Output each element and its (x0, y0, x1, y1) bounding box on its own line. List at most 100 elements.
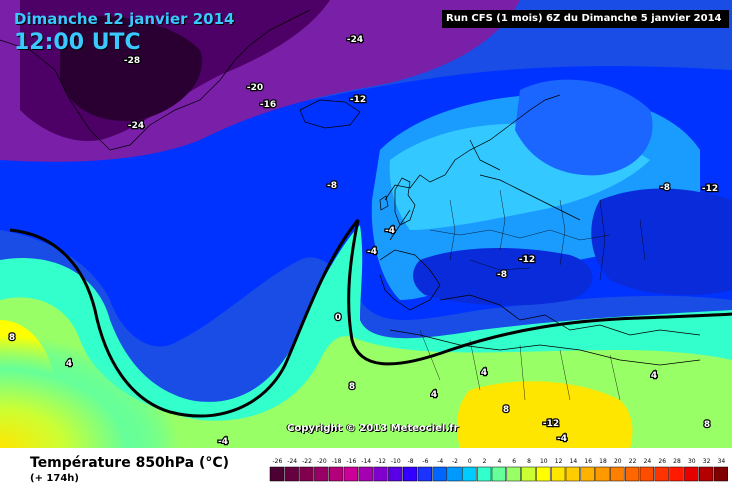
legend-swatch (713, 466, 728, 482)
legend-swatch (373, 466, 388, 482)
legend-tick-label: 28 (673, 458, 681, 465)
isotherm-label: -12 (543, 419, 559, 429)
field-cold-core-central (413, 248, 593, 306)
legend-tick-label: 20 (614, 458, 622, 465)
legend-swatch (536, 466, 551, 482)
legend-swatch (284, 466, 299, 482)
legend-tick-label: 12 (555, 458, 563, 465)
legend-tick-label: -4 (437, 458, 443, 465)
isotherm-label: 4 (651, 371, 657, 381)
legend-swatch (580, 466, 595, 482)
legend-swatch (358, 466, 373, 482)
isotherm-label: -4 (367, 247, 377, 257)
isotherm-label: -12 (350, 95, 366, 105)
legend-tick-label: -26 (272, 458, 282, 465)
legend-tick-label: 34 (718, 458, 726, 465)
legend-swatch (639, 466, 655, 482)
legend-swatch (565, 466, 581, 482)
isotherm-label: -20 (247, 83, 263, 93)
legend-tick-label: 32 (703, 458, 711, 465)
isotherm-label: -8 (497, 270, 507, 280)
legend-tick-label: 2 (483, 458, 487, 465)
legend-swatch (432, 466, 447, 482)
isotherm-label: 8 (503, 405, 509, 415)
temperature-map: -24 -28 -20 -16 -24 -12 -8 -4 -4 -8 -12 -8 -12 0 4 8 4 8 -… (0, 0, 732, 448)
isotherm-label: -4 (557, 434, 567, 444)
isotherm-label: 8 (704, 420, 710, 430)
legend-swatch (388, 466, 403, 482)
zero-isotherm (9, 219, 732, 418)
isotherm-label: 4 (481, 368, 487, 378)
legend-tick-label: -24 (287, 458, 297, 465)
legend-swatch (669, 466, 684, 482)
forecast-date: Dimanche 12 janvier 2014 (14, 10, 235, 28)
color-legend: -26 -24 -22 -20 -18 -16 -14 -12 -10 -8 -6 -4 -2 0 2 4 6 8… (269, 458, 728, 482)
map-title: Température 850hPa (°C) (30, 455, 230, 471)
copyright-notice: Copyright © 2013 Meteociel.fr (287, 423, 459, 434)
legend-tick-label: -16 (346, 458, 356, 465)
legend-swatch (491, 466, 507, 482)
coastline-iceland (299, 99, 361, 129)
legend-tick-label: 22 (629, 458, 637, 465)
coastline-uk (379, 177, 416, 226)
isotherm-label: -12 (702, 184, 718, 194)
legend-tick-label: -8 (408, 458, 414, 465)
field-core-greenland (60, 16, 202, 121)
legend-tick-label: 4 (497, 458, 501, 465)
legend-swatch (506, 466, 521, 482)
legend-swatch (654, 466, 669, 482)
legend-swatch (462, 466, 477, 482)
model-run-info: Run CFS (1 mois) 6Z du Dimanche 5 janvie… (442, 10, 729, 28)
isotherm-label: 4 (66, 359, 72, 369)
isotherm-label: -24 (347, 35, 363, 45)
legend-swatch (269, 466, 285, 482)
legend-tick-label: -6 (422, 458, 428, 465)
legend-swatch (417, 466, 433, 482)
legend-swatch (624, 466, 640, 482)
legend-swatch (328, 466, 344, 482)
isotherm-labels: -24 -28 -20 -16 -24 -12 -8 -4 -4 -8 -12 -8 -12 0 4 8 4 8 -… (8, 34, 720, 448)
field-warm-southwest (0, 260, 300, 448)
forecast-range: (+ 174h) (30, 473, 79, 484)
legend-swatch (447, 466, 462, 482)
isotherm-label: 0 (335, 313, 341, 323)
isotherm-label: -24 (128, 121, 144, 131)
legend-swatch (521, 466, 536, 482)
legend-tick-label: -20 (317, 458, 327, 465)
legend-swatch (684, 466, 699, 482)
legend-swatch (314, 466, 329, 482)
coastline-greenland (0, 9, 311, 151)
legend-tick-label: 30 (688, 458, 696, 465)
isotherm-label: -4 (218, 437, 228, 447)
isotherm-label: -16 (260, 100, 276, 110)
legend-swatch (698, 466, 714, 482)
legend-swatch (299, 466, 314, 482)
field-cold-core-scandinavia (515, 79, 653, 176)
legend-tick-label: 16 (584, 458, 592, 465)
legend-swatch (343, 466, 359, 482)
isotherm-label: 8 (9, 333, 15, 343)
legend-tick-label: -2 (452, 458, 458, 465)
country-borders (419, 189, 646, 401)
isotherm-label: -8 (327, 181, 337, 191)
legend-tick-label: 26 (658, 458, 666, 465)
legend-tick-label: -14 (361, 458, 371, 465)
field-cold-core-east (591, 188, 732, 296)
isotherm-label: -12 (519, 255, 535, 265)
legend-swatch (595, 466, 610, 482)
isotherm-label: 8 (349, 382, 355, 392)
legend-tick-label: -10 (391, 458, 401, 465)
legend-swatch (610, 466, 625, 482)
legend-tick-label: 24 (644, 458, 652, 465)
legend-swatch (550, 466, 566, 482)
legend-tick-label: 8 (527, 458, 531, 465)
legend-swatch (402, 466, 418, 482)
legend-tick-label: -12 (376, 458, 386, 465)
forecast-time: 12:00 UTC (14, 30, 141, 55)
legend-tick-label: 18 (599, 458, 607, 465)
isotherm-label: -8 (660, 183, 670, 193)
field-warm-sahara (457, 381, 633, 448)
legend-tick-label: 6 (512, 458, 516, 465)
legend-tick-label: -18 (332, 458, 342, 465)
